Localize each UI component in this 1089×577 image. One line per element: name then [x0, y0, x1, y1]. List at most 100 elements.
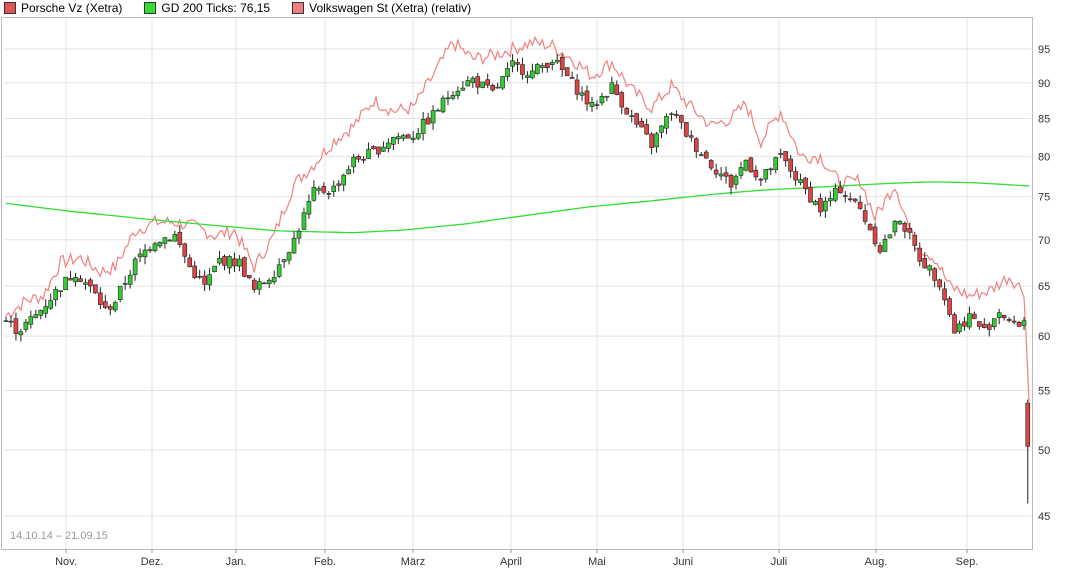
candle-body [758, 178, 764, 181]
candle [192, 261, 198, 280]
legend-swatch-vw [292, 2, 305, 14]
candle-body [659, 125, 664, 133]
candle [748, 156, 754, 173]
candle-body [1021, 320, 1027, 326]
candle-body [455, 90, 461, 96]
candle-body [738, 167, 744, 176]
candle [405, 133, 411, 139]
candle-body [996, 312, 1002, 318]
candle-body [172, 234, 178, 242]
candle-body [107, 306, 113, 310]
candle-body [1025, 402, 1031, 447]
candle-body [892, 220, 898, 233]
candle-body [78, 278, 83, 282]
candle [669, 112, 674, 121]
candle-body [450, 95, 456, 99]
candle [689, 130, 694, 142]
candle [862, 204, 868, 225]
candle-body [803, 177, 808, 190]
candle [594, 100, 600, 110]
candle-body [842, 195, 848, 197]
candle-body [83, 282, 88, 285]
candle [540, 63, 545, 73]
candle [256, 277, 262, 295]
candle [564, 67, 570, 77]
candle [33, 309, 39, 319]
y-tick-label: 80 [1038, 151, 1050, 163]
candle [281, 258, 287, 269]
candle [505, 62, 510, 81]
candle-body [952, 314, 957, 334]
candle [68, 271, 73, 281]
candle-body [212, 265, 217, 273]
candle-body [624, 108, 630, 115]
candle [331, 180, 337, 197]
y-tick-label: 60 [1038, 331, 1050, 343]
candle-body [634, 113, 639, 125]
candle-body [396, 136, 401, 140]
candle-body [540, 65, 545, 68]
candle [311, 180, 317, 202]
legend-label-porsche: Porsche Vz (Xetra) [21, 1, 123, 15]
candle-body [559, 56, 565, 71]
candle [579, 86, 585, 101]
candle-body [480, 81, 486, 88]
candle [783, 151, 788, 167]
candle [490, 83, 495, 92]
date-range-label: 14.10.14 – 21.09.15 [10, 530, 108, 542]
candle [366, 142, 371, 159]
candle [510, 54, 515, 73]
candle [818, 193, 823, 217]
candle-body [505, 68, 510, 77]
candle [455, 86, 461, 100]
candle [78, 275, 83, 283]
legend-item-vw[interactable]: Volkswagen St (Xetra) (relativ) [288, 1, 471, 15]
candle [48, 293, 53, 311]
candle-body [847, 198, 853, 201]
candle [445, 91, 451, 106]
candle [252, 277, 257, 293]
candle-body [867, 224, 873, 231]
candle [266, 278, 272, 289]
candle-body [301, 212, 307, 230]
candle-body [942, 288, 947, 301]
candle-body [137, 253, 143, 258]
candle [301, 207, 307, 231]
candle [823, 196, 828, 218]
candle [892, 220, 898, 237]
candle [847, 192, 853, 202]
candle-body [68, 278, 73, 281]
candle [495, 82, 500, 89]
candle [351, 154, 356, 174]
candle [986, 322, 992, 337]
x-axis-labels: Nov. Dez. Jan. Feb. März April Mai Juni Juli Aug.… [55, 556, 978, 568]
candle-body [23, 321, 29, 330]
candle [182, 242, 188, 264]
candle-body [977, 321, 982, 327]
legend-item-porsche[interactable]: Porsche Vz (Xetra) [0, 1, 122, 15]
candle-body [88, 279, 93, 287]
candle-body [947, 298, 952, 315]
candle [73, 272, 78, 287]
candle [410, 130, 416, 143]
candle [232, 252, 237, 273]
candle [788, 154, 793, 178]
candle-body [530, 70, 535, 78]
candle-body [520, 64, 525, 75]
candle [728, 173, 734, 195]
candle-body [882, 239, 888, 252]
candle [554, 53, 560, 64]
candle-body [698, 154, 704, 156]
candle-body [192, 265, 198, 278]
candle-body [763, 169, 769, 180]
vw-line-path [5, 35, 1030, 402]
legend-item-gd200[interactable]: GD 200 Ticks: 76,15 [140, 1, 270, 15]
candle [654, 132, 659, 153]
candle [430, 105, 436, 130]
candle-body [306, 201, 312, 215]
candle-body [912, 235, 918, 246]
candle [271, 270, 277, 285]
candle [828, 191, 833, 207]
candle [972, 311, 977, 320]
candlesticks [3, 53, 1031, 504]
